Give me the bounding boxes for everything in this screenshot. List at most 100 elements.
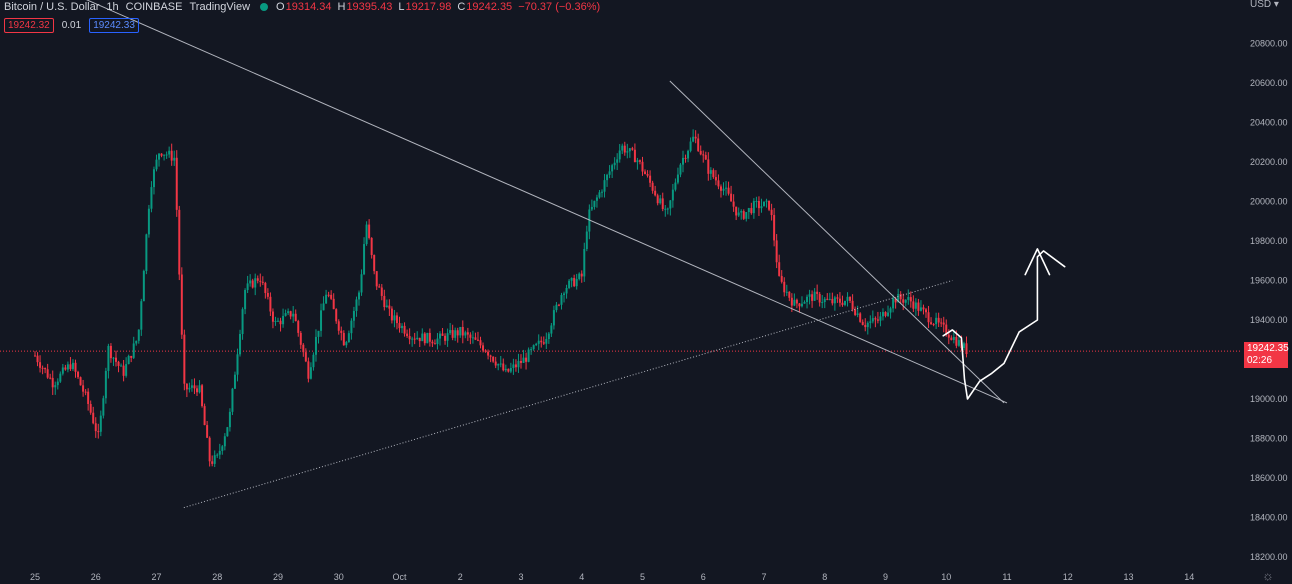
x-tick-label: Oct bbox=[392, 572, 407, 582]
candle-body bbox=[408, 336, 411, 340]
candle-body bbox=[828, 298, 831, 300]
y-tick-label: 18200.00 bbox=[1250, 552, 1288, 562]
candle-body bbox=[142, 270, 145, 302]
candle-body bbox=[180, 274, 183, 335]
candle-body bbox=[704, 155, 707, 160]
candle-body bbox=[644, 171, 647, 175]
settings-gear-icon[interactable]: ☼ bbox=[1262, 568, 1274, 583]
candle-body bbox=[277, 320, 279, 322]
interval-label[interactable]: 1h bbox=[106, 1, 119, 13]
candle-body bbox=[545, 339, 548, 344]
candle-body bbox=[838, 298, 841, 303]
candle-body bbox=[702, 154, 705, 156]
buy-price-button[interactable]: 19242.33 bbox=[89, 18, 139, 33]
candle-body bbox=[109, 345, 112, 359]
candle-body bbox=[595, 197, 598, 201]
candle-body bbox=[474, 337, 477, 340]
candle-body bbox=[590, 206, 593, 210]
candle-body bbox=[699, 150, 702, 155]
candle-body bbox=[279, 320, 282, 325]
candle-body bbox=[421, 333, 424, 342]
candle-body bbox=[165, 154, 168, 156]
candle-body bbox=[340, 330, 343, 333]
candle-body bbox=[616, 159, 619, 163]
currency-selector[interactable]: USD ▾ bbox=[1250, 0, 1279, 10]
y-tick-label: 20200.00 bbox=[1250, 157, 1288, 167]
candle-body bbox=[770, 209, 773, 216]
candle-body bbox=[641, 161, 644, 172]
candle-body bbox=[917, 302, 920, 311]
candle-body bbox=[469, 334, 472, 338]
candle-body bbox=[56, 381, 59, 386]
candle-body bbox=[952, 336, 955, 340]
symbol-name[interactable]: Bitcoin / U.S. Dollar bbox=[4, 1, 100, 13]
candle-body bbox=[603, 180, 606, 192]
candle-body bbox=[466, 332, 469, 335]
candle-body bbox=[714, 177, 717, 181]
y-tick-label: 20400.00 bbox=[1250, 118, 1288, 128]
candle-body bbox=[383, 295, 386, 308]
lower-trendline[interactable] bbox=[183, 280, 953, 509]
candle-body bbox=[795, 299, 798, 304]
candle-body bbox=[120, 365, 123, 367]
candle-body bbox=[479, 340, 482, 346]
candle-body bbox=[168, 150, 171, 155]
candle-body bbox=[46, 369, 49, 378]
projection-arrow-head[interactable] bbox=[1024, 248, 1051, 276]
candle-body bbox=[725, 187, 728, 189]
candle-body bbox=[152, 169, 155, 188]
projection-drawing[interactable] bbox=[942, 250, 1066, 400]
candle-body bbox=[884, 312, 887, 316]
candle-body bbox=[563, 293, 566, 295]
candle-body bbox=[231, 388, 234, 412]
market-status-dot-icon[interactable] bbox=[260, 3, 269, 11]
candle-body bbox=[499, 363, 502, 365]
candle-body bbox=[188, 387, 191, 390]
candle-body bbox=[656, 195, 659, 204]
candle-body bbox=[945, 324, 948, 335]
candle-body bbox=[375, 271, 378, 287]
y-tick-label: 20800.00 bbox=[1250, 39, 1288, 49]
candle-body bbox=[122, 365, 125, 376]
candle-body bbox=[930, 322, 933, 325]
sell-price-button[interactable]: 19242.32 bbox=[4, 18, 54, 33]
candle-body bbox=[239, 334, 242, 355]
candle-body bbox=[218, 450, 221, 455]
candle-body bbox=[866, 322, 869, 328]
candle-body bbox=[314, 336, 317, 355]
candle-body bbox=[750, 208, 753, 214]
candle-body bbox=[269, 296, 272, 312]
last-price-tag: 19242.35 02:26 bbox=[1244, 342, 1289, 368]
candle-body bbox=[768, 200, 771, 210]
candle-body bbox=[628, 148, 631, 152]
candle-body bbox=[79, 377, 82, 386]
candle-body bbox=[735, 206, 738, 216]
upper-trendline[interactable] bbox=[11, 0, 1008, 404]
x-tick-label: 11 bbox=[1002, 572, 1011, 582]
right-trendline[interactable] bbox=[669, 80, 1005, 404]
candle-body bbox=[666, 208, 669, 210]
change-value: −70.37 (−0.36%) bbox=[518, 1, 601, 13]
last-price-value: 19242.35 bbox=[1247, 343, 1289, 354]
candle-body bbox=[393, 315, 396, 321]
candle-body bbox=[876, 319, 879, 321]
candle-body bbox=[927, 312, 930, 323]
candle-body bbox=[504, 368, 507, 371]
candle-body bbox=[363, 244, 366, 275]
x-tick-label: 28 bbox=[212, 572, 222, 582]
candle-body bbox=[757, 201, 760, 209]
candle-body bbox=[831, 298, 834, 304]
candle-body bbox=[413, 338, 416, 340]
candle-body bbox=[664, 208, 667, 210]
candle-body bbox=[598, 192, 601, 198]
candle-body bbox=[244, 289, 247, 310]
low-key: L bbox=[398, 1, 405, 13]
high-key: H bbox=[337, 1, 346, 13]
candle-body bbox=[282, 315, 285, 325]
close-value: 19242.35 bbox=[466, 1, 513, 13]
y-tick-label: 19400.00 bbox=[1250, 315, 1288, 325]
candle-body bbox=[489, 355, 492, 357]
spread-value: 0.01 bbox=[61, 20, 82, 31]
candle-body bbox=[894, 298, 897, 303]
